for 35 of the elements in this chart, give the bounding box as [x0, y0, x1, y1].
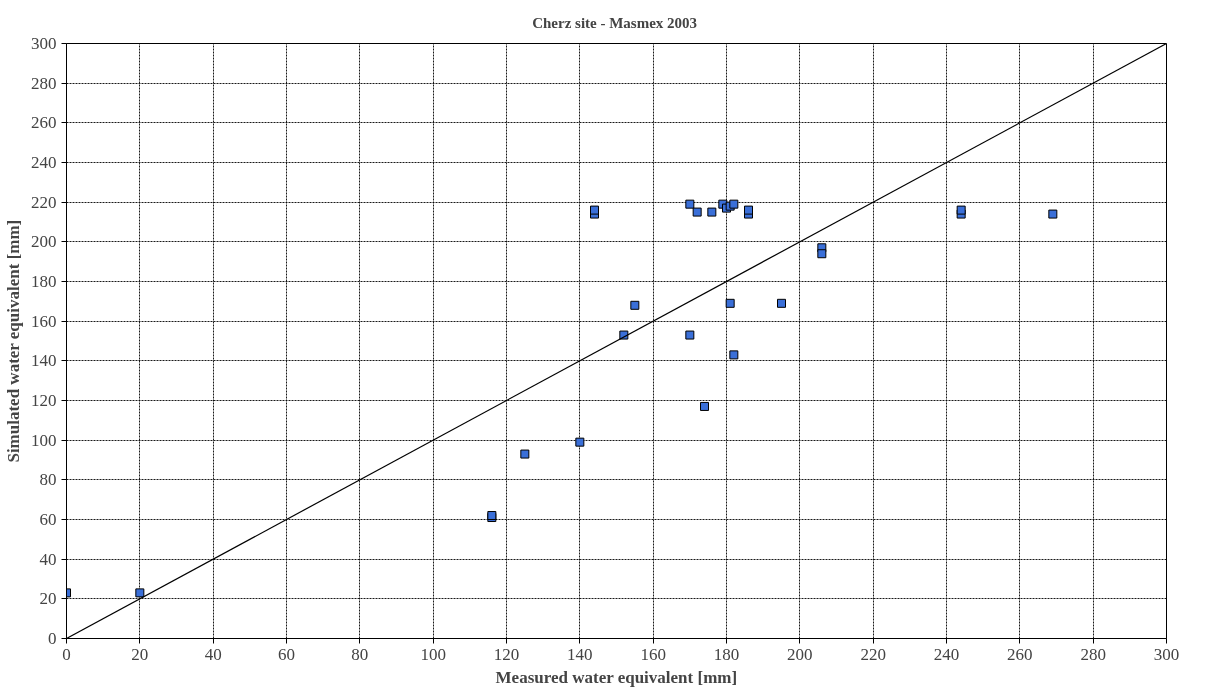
y-tick-label: 180: [31, 272, 57, 291]
y-tick-label: 100: [31, 430, 57, 450]
x-tick-label: 80: [351, 644, 369, 664]
y-tick-label: 240: [31, 153, 57, 172]
y-tick-label: 60: [39, 510, 57, 529]
x-tick-label: 100: [420, 644, 446, 664]
x-tick-label: 0: [62, 644, 71, 664]
y-tick-label: 220: [31, 192, 57, 212]
x-tick-label: 260: [1007, 644, 1033, 664]
x-tick-label: 20: [131, 644, 149, 664]
x-tick-label: 180: [713, 644, 740, 664]
x-tick-label: 220: [860, 644, 886, 664]
x-tick-label: 160: [640, 644, 666, 664]
x-tick-label: 200: [787, 644, 813, 664]
y-tick-label: 280: [31, 73, 57, 93]
x-tick-label: 240: [933, 644, 960, 664]
y-tick-label: 20: [39, 589, 57, 609]
y-axis-title: Simulated water equivalent [mm]: [4, 219, 23, 463]
y-tick-label: 0: [48, 629, 57, 648]
chart-title: Cherz site - Masmex 2003: [532, 15, 698, 31]
y-tick-label: 40: [39, 549, 57, 569]
x-tick-label: 120: [493, 644, 520, 664]
y-tick-label: 160: [31, 311, 57, 331]
x-tick-label: 280: [1080, 644, 1106, 664]
y-tick-label: 80: [39, 470, 57, 490]
y-tick-label: 300: [31, 34, 57, 53]
x-tick-label: 300: [1153, 644, 1180, 664]
y-tick-label: 200: [31, 232, 57, 252]
y-tick-label: 260: [31, 113, 57, 133]
y-tick-label: 120: [31, 391, 57, 410]
x-axis-title: Measured water equivalent [mm]: [495, 667, 738, 687]
x-tick-label: 60: [278, 644, 295, 664]
y-tick-label: 140: [31, 351, 57, 371]
x-tick-label: 140: [567, 644, 593, 664]
x-tick-label: 40: [204, 644, 222, 664]
